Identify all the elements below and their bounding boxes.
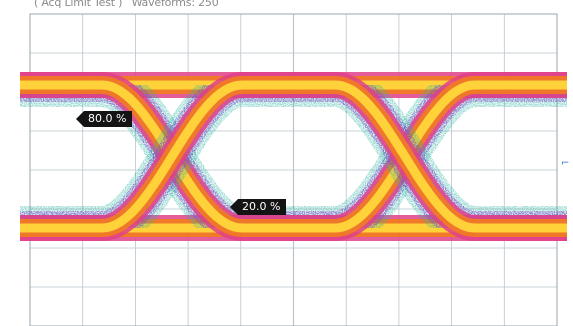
lower-threshold-label: 20.0 % [242,200,281,213]
acquisition-status: ( Acq Limit Test ) Waveforms: 250 [34,0,225,12]
upper-threshold-label: 80.0 % [88,112,127,125]
eye-traces [2,63,573,250]
acq-mode-label: ( Acq Limit Test ) [34,0,123,9]
graticule-border [29,13,558,326]
trigger-level-icon[interactable]: ⌐ [561,158,570,169]
eye-trace-hl [20,80,567,233]
lower-threshold-marker: 20.0 % [229,199,287,215]
waveform-count-label: Waveforms: 250 [131,0,219,9]
upper-threshold-marker: 80.0 % [75,111,133,127]
eye-trace-lh [20,80,567,233]
graticule-grid [29,13,558,326]
